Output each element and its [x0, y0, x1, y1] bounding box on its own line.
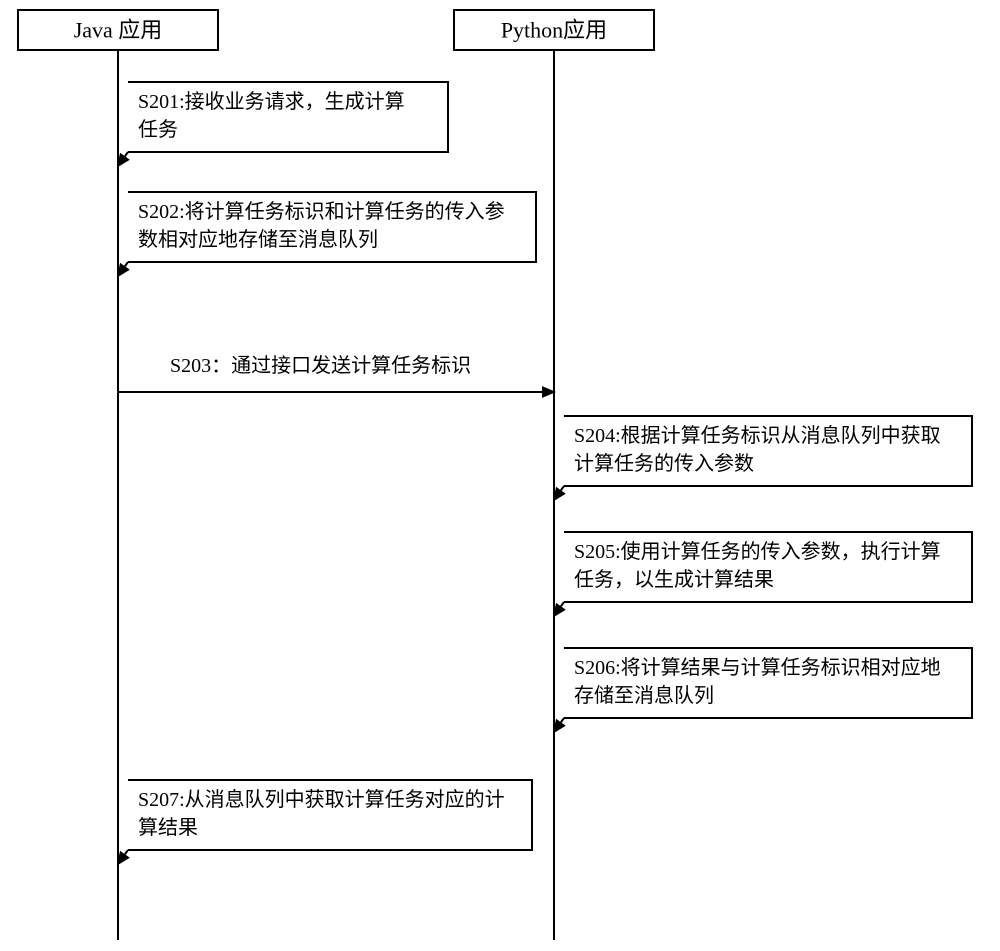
step-return-s202: [118, 262, 128, 276]
step-text-s204-line0: S204:根据计算任务标识从消息队列中获取: [574, 424, 941, 447]
step-text-s201-line1: 任务: [138, 118, 178, 141]
step-text-s205-line1: 任务，以生成计算结果: [574, 568, 774, 591]
step-return-s204: [554, 486, 564, 500]
step-s201: S201:接收业务请求，生成计算任务: [118, 82, 448, 166]
step-s202: S202:将计算任务标识和计算任务的传入参数相对应地存储至消息队列: [118, 192, 536, 276]
step-return-s207: [118, 850, 128, 864]
step-text-s204-line1: 计算任务的传入参数: [574, 452, 754, 475]
step-text-s207-line0: S207:从消息队列中获取计算任务对应的计: [138, 788, 505, 811]
sequence-diagram: Java 应用 Python应用 S201:接收业务请求，生成计算任务 S202:将计…: [0, 0, 1000, 951]
step-text-s207-line1: 算结果: [138, 816, 198, 839]
step-return-s201: [118, 152, 128, 166]
step-text-s206-line0: S206:将计算结果与计算任务标识相对应地: [574, 656, 941, 679]
step-text-s206-line1: 存储至消息队列: [574, 684, 714, 707]
message-s203: S203：通过接口发送计算任务标识: [118, 354, 554, 392]
step-text-s202-line0: S202:将计算任务标识和计算任务的传入参: [138, 200, 505, 223]
lifeline-label-java: Java 应用: [74, 18, 163, 43]
step-s207: S207:从消息队列中获取计算任务对应的计算结果: [118, 780, 532, 864]
lifeline-label-python: Python应用: [501, 18, 607, 43]
step-return-s206: [554, 718, 564, 732]
step-s206: S206:将计算结果与计算任务标识相对应地存储至消息队列: [554, 648, 972, 732]
step-s204: S204:根据计算任务标识从消息队列中获取计算任务的传入参数: [554, 416, 972, 500]
message-label-s203: S203：通过接口发送计算任务标识: [170, 354, 471, 377]
step-text-s202-line1: 数相对应地存储至消息队列: [138, 228, 378, 251]
step-s205: S205:使用计算任务的传入参数，执行计算任务，以生成计算结果: [554, 532, 972, 616]
step-text-s205-line0: S205:使用计算任务的传入参数，执行计算: [574, 540, 941, 563]
step-text-s201-line0: S201:接收业务请求，生成计算: [138, 90, 405, 113]
step-return-s205: [554, 602, 564, 616]
